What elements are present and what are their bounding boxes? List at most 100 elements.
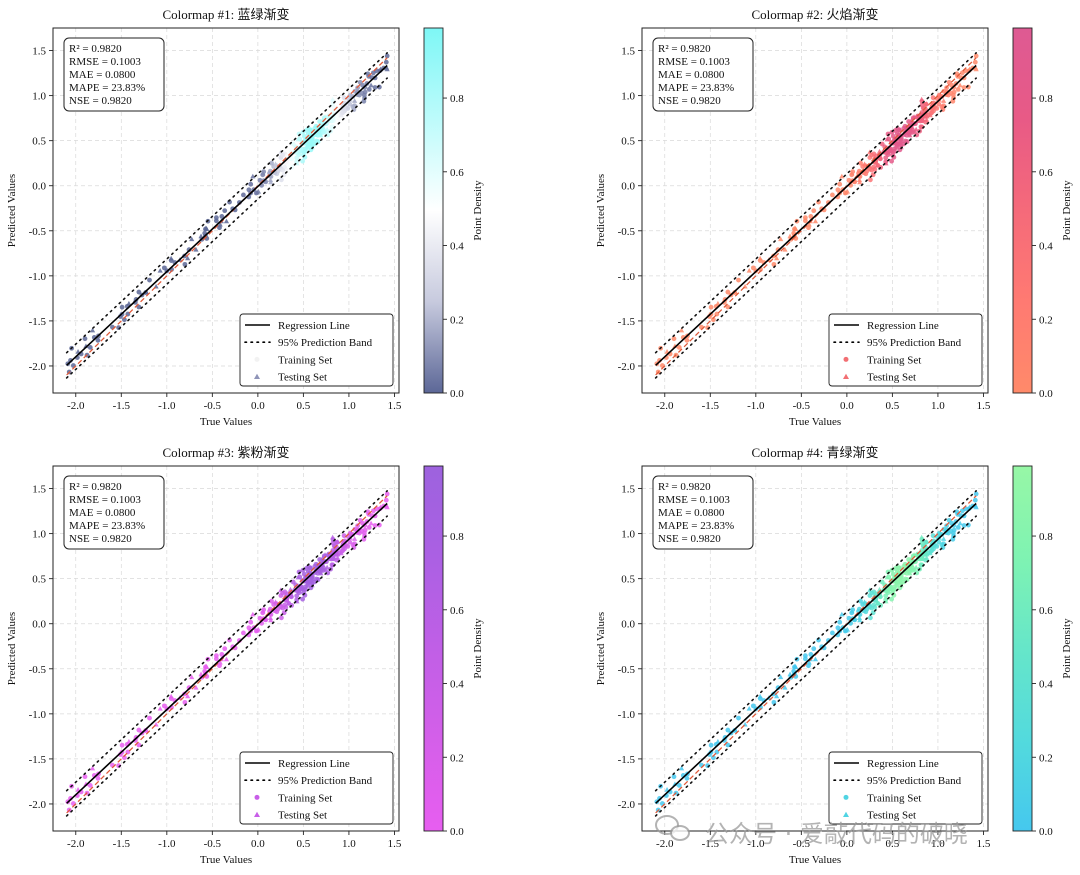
stats-line: RMSE = 0.1003 (69, 494, 141, 506)
testing-point (898, 576, 905, 581)
stats-line: MAPE = 23.83% (69, 520, 145, 532)
testing-point (217, 221, 223, 227)
training-point (217, 225, 222, 231)
testing-point (911, 552, 917, 557)
testing-point (757, 693, 763, 699)
testing-point (973, 66, 979, 72)
x-tick-label: 0.5 (886, 400, 900, 412)
training-point (869, 167, 874, 173)
colorbar-tick-label: 0.8 (1039, 93, 1053, 105)
training-point (278, 177, 284, 183)
testing-point (185, 693, 191, 699)
training-point (222, 208, 228, 214)
training-point (383, 497, 389, 503)
training-point (830, 630, 835, 636)
training-point (305, 582, 310, 588)
subplot-3: -2.0 -1.5 -1.0 -0.5 0.0 0.5 1.0 1.5 -2.0 -1.5 -1.0… (6, 445, 484, 866)
y-tick-label: 1.5 (621, 46, 635, 58)
training-point (869, 590, 875, 596)
stats-line: MAPE = 23.83% (69, 82, 145, 94)
testing-point (309, 138, 316, 143)
x-axis-label: True Values (789, 416, 841, 428)
prediction-band-line (654, 515, 977, 817)
legend-label: Testing Set (867, 810, 916, 822)
training-point (811, 208, 817, 214)
training-point (671, 336, 677, 342)
y-tick-label: 1.5 (621, 484, 635, 496)
legend: Regression Line 95% Prediction Band Traini… (239, 751, 394, 825)
stats-line: NSE = 0.9820 (658, 95, 721, 107)
training-point (136, 289, 142, 295)
legend-frame (828, 313, 983, 387)
testing-point (782, 684, 788, 690)
training-point (889, 158, 895, 164)
training-point (961, 523, 967, 528)
y-tick-label: -1.5 (29, 316, 47, 328)
testing-point (778, 674, 784, 680)
stats-line: R² = 0.9820 (658, 43, 711, 55)
training-point (286, 162, 292, 168)
training-point (923, 540, 929, 545)
training-point (257, 177, 263, 183)
training-point (222, 646, 228, 652)
y-axis-label: Predicted Values (6, 174, 18, 247)
training-point (973, 53, 979, 59)
training-point (136, 727, 142, 733)
training-point (867, 177, 873, 183)
training-point (684, 337, 690, 343)
colorbar-tick-label: 0.6 (450, 605, 464, 617)
testing-point (89, 327, 96, 333)
colorbar: 0.0 0.2 0.4 0.6 0.8 Point Density (423, 27, 484, 400)
x-axis-label: True Values (789, 854, 841, 866)
colorbar-tick-label: 0.2 (450, 752, 464, 764)
training-point (972, 497, 978, 503)
training-point (806, 663, 811, 669)
training-point (297, 574, 303, 580)
training-point (869, 605, 874, 611)
training-point (914, 132, 920, 138)
colorbar-tick-label: 0.2 (450, 314, 464, 326)
training-point (213, 215, 219, 221)
training-point (278, 615, 284, 621)
y-tick-label: -2.0 (29, 361, 47, 373)
x-tick-label: -1.5 (113, 838, 131, 850)
axes-frame (52, 27, 400, 394)
training-point (923, 102, 929, 107)
axes-frame (52, 465, 400, 832)
testing-point (856, 177, 863, 183)
y-axis-label: Predicted Values (595, 174, 607, 247)
testing-point (806, 221, 812, 227)
x-tick-label: -0.5 (204, 400, 222, 412)
y-tick-label: 0.0 (621, 619, 635, 631)
testing-point (384, 66, 390, 72)
testing-point (250, 173, 256, 179)
testing-point (919, 96, 925, 102)
training-point (894, 582, 899, 588)
training-point (883, 593, 889, 599)
testing-point (774, 693, 780, 699)
training-point (308, 565, 313, 571)
chart-title: Colormap #2: 火焰渐变 (751, 7, 878, 22)
testing-point (318, 132, 324, 138)
stats-line: MAE = 0.0800 (658, 507, 725, 519)
testing-point (368, 520, 374, 526)
training-point (910, 567, 915, 573)
testing-point (189, 674, 195, 680)
training-point (347, 101, 353, 107)
training-point (362, 89, 368, 95)
training-point (300, 596, 306, 602)
training-point (325, 132, 331, 138)
y-axis-label: Predicted Values (595, 612, 607, 685)
training-point (362, 527, 368, 533)
stats-line: R² = 0.9820 (69, 481, 122, 493)
testing-point (907, 570, 913, 576)
training-point (875, 600, 881, 606)
training-point (280, 590, 286, 596)
subplot-2: -2.0 -1.5 -1.0 -0.5 0.0 0.5 1.0 1.5 -2.0 -1.5 -1.0… (595, 7, 1073, 428)
training-point (830, 192, 835, 198)
x-axis-label: True Values (200, 854, 252, 866)
training-point (684, 775, 690, 781)
legend-frame (828, 751, 983, 825)
training-point (946, 517, 952, 523)
